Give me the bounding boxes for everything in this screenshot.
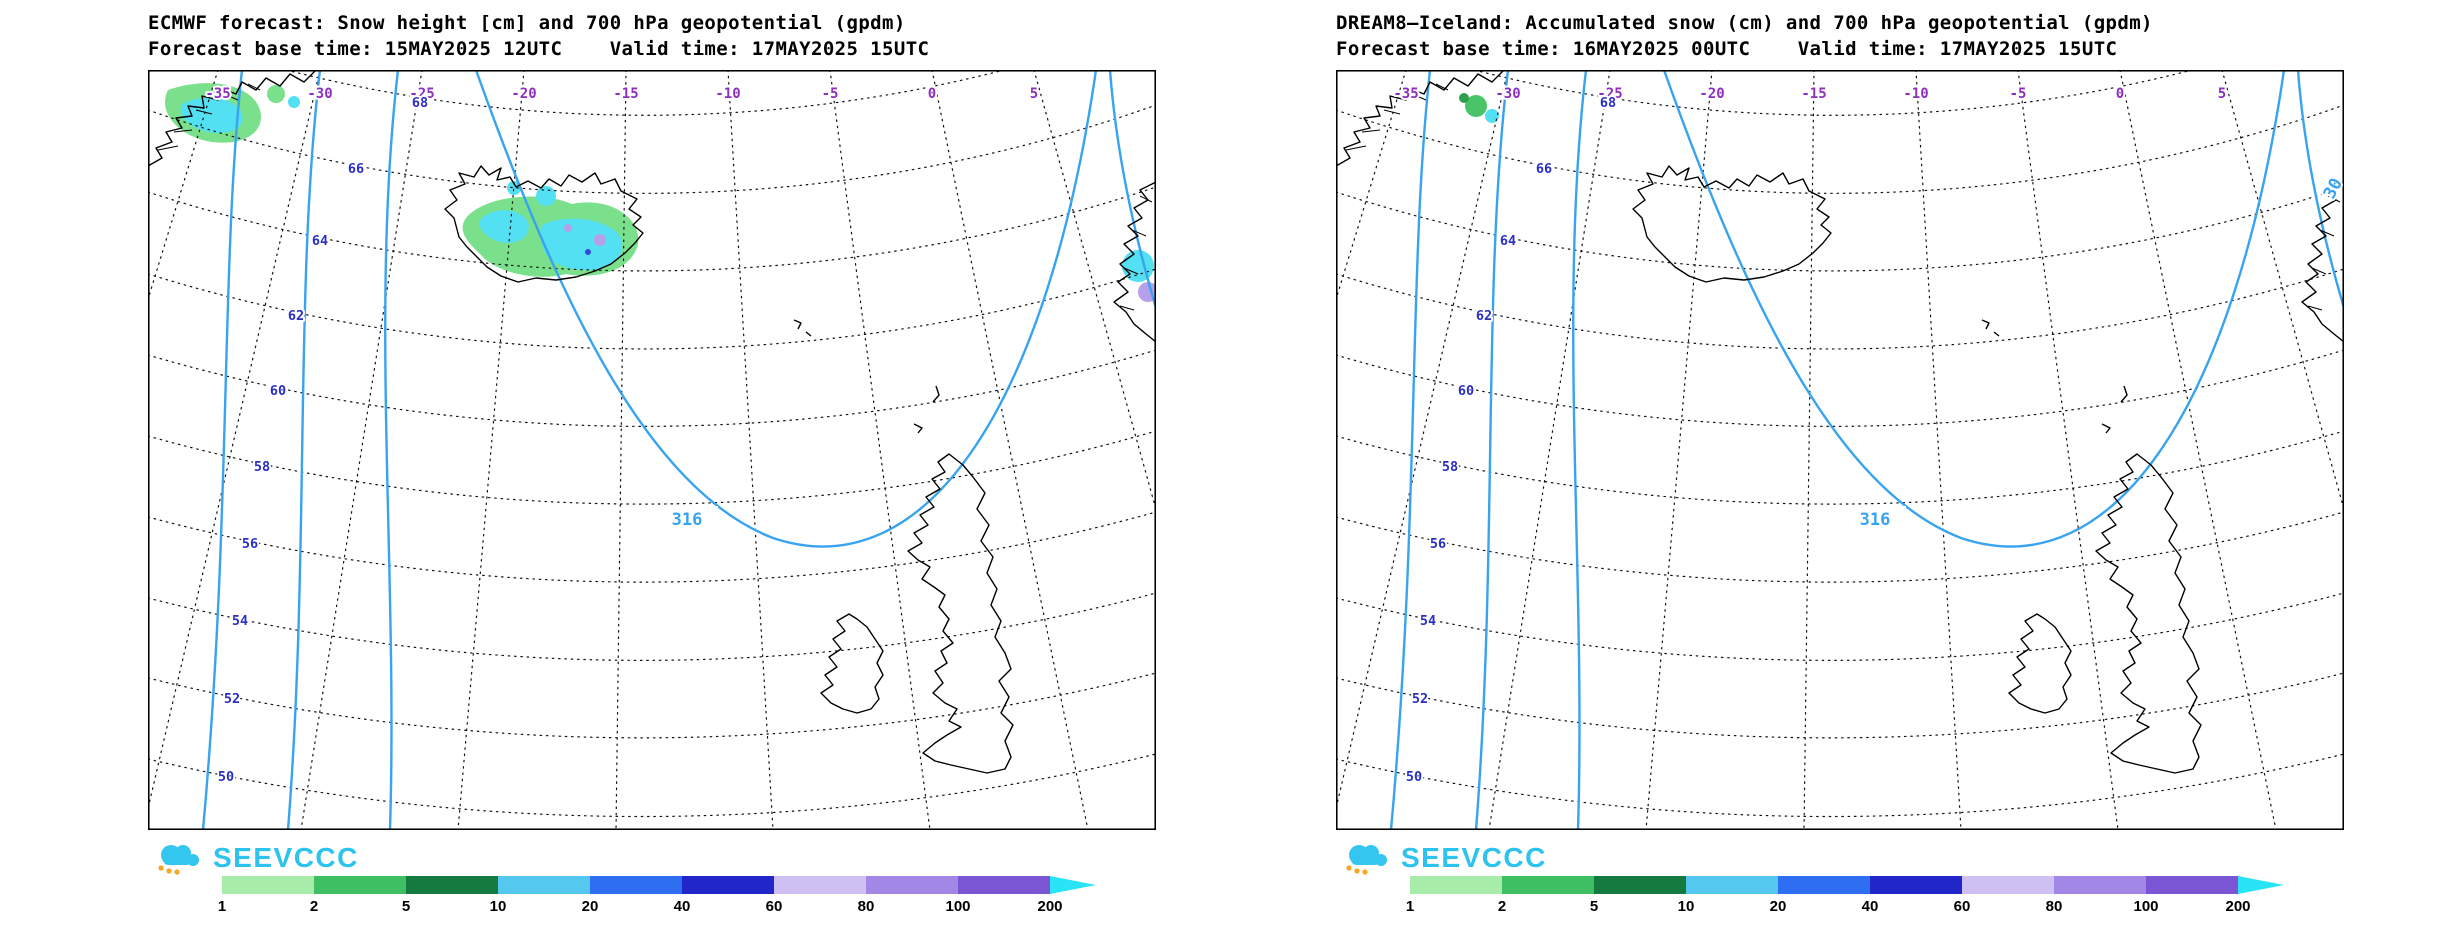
legend-color-row — [222, 876, 1102, 894]
panel-footer: SEEVCCC 1 2 5 10 20 40 60 80 100 200 — [148, 830, 1156, 925]
panel-footer: SEEVCCC 1 2 5 10 20 40 60 80 100 200 — [1336, 830, 2344, 925]
legend-tick-label: 60 — [765, 898, 783, 915]
seevccc-logo: SEEVCCC — [1338, 840, 1547, 876]
legend-tick-label: 10 — [489, 898, 507, 915]
legend-color-box — [2146, 876, 2238, 894]
ecmwf-panel: ECMWF forecast: Snow height [cm] and 700… — [148, 10, 1156, 925]
panel-subtitle: Forecast base time: 16MAY2025 00UTC Vali… — [1336, 38, 2118, 60]
legend-color-box — [774, 876, 866, 894]
legend-tick-label: 20 — [581, 898, 599, 915]
snow-legend-colorbar: 1 2 5 10 20 40 60 80 100 200 — [1406, 876, 2290, 916]
snow-shading — [165, 83, 1156, 302]
legend-color-box — [590, 876, 682, 894]
legend-color-box — [406, 876, 498, 894]
dream8-panel: DREAM8–Iceland: Accumulated snow (cm) an… — [1336, 10, 2344, 925]
ecmwf-map-canvas — [148, 70, 1156, 830]
panel-title: ECMWF forecast: Snow height [cm] and 700… — [148, 12, 906, 34]
legend-color-box — [1410, 876, 1502, 894]
legend-tick-label: 100 — [945, 898, 971, 915]
snow-shading — [1459, 93, 1499, 123]
legend-tick-label: 80 — [2045, 898, 2063, 915]
legend-color-box — [958, 876, 1050, 894]
legend-tick-label: 1 — [217, 898, 227, 915]
legend-color-box — [314, 876, 406, 894]
panel-subtitle: Forecast base time: 15MAY2025 12UTC Vali… — [148, 38, 930, 60]
legend-tick-label: 10 — [1677, 898, 1695, 915]
legend-tick-label: 5 — [1589, 898, 1599, 915]
legend-tick-label: 100 — [2133, 898, 2159, 915]
dream8-map-canvas: 30 — [1336, 70, 2344, 830]
legend-tick-label: 40 — [1861, 898, 1879, 915]
snow-legend-colorbar: 1 2 5 10 20 40 60 80 100 200 — [218, 876, 1102, 916]
legend-color-box — [1686, 876, 1778, 894]
legend-tick-label: 200 — [1037, 898, 1063, 915]
legend-tick-labels: 1 2 5 10 20 40 60 80 100 200 — [1406, 894, 2290, 916]
legend-tick-label: 20 — [1769, 898, 1787, 915]
legend-tick-label: 5 — [401, 898, 411, 915]
legend-tick-label: 2 — [1497, 898, 1507, 915]
seevccc-cloud-icon — [158, 845, 199, 875]
seevccc-logo-text: SEEVCCC — [213, 842, 359, 873]
legend-tick-label: 80 — [857, 898, 875, 915]
legend-arrow — [1050, 876, 1096, 894]
legend-arrow — [2238, 876, 2284, 894]
legend-color-box — [682, 876, 774, 894]
legend-color-box — [866, 876, 958, 894]
seevccc-logo: SEEVCCC — [150, 840, 359, 876]
panel-title: DREAM8–Iceland: Accumulated snow (cm) an… — [1336, 12, 2153, 34]
legend-tick-label: 1 — [1405, 898, 1415, 915]
legend-tick-labels: 1 2 5 10 20 40 60 80 100 200 — [218, 894, 1102, 916]
legend-color-box — [222, 876, 314, 894]
legend-color-box — [1502, 876, 1594, 894]
legend-color-box — [1870, 876, 1962, 894]
legend-color-box — [1778, 876, 1870, 894]
legend-color-box — [1962, 876, 2054, 894]
legend-tick-label: 60 — [1953, 898, 1971, 915]
legend-color-box — [2054, 876, 2146, 894]
legend-color-row — [1410, 876, 2290, 894]
legend-color-box — [1594, 876, 1686, 894]
legend-color-box — [498, 876, 590, 894]
geopotential-contour-label-right-edge: 30 — [2320, 175, 2344, 202]
seevccc-cloud-icon — [1346, 845, 1387, 875]
legend-tick-label: 40 — [673, 898, 691, 915]
legend-tick-label: 200 — [2225, 898, 2251, 915]
seevccc-logo-text: SEEVCCC — [1401, 842, 1547, 873]
legend-tick-label: 2 — [309, 898, 319, 915]
